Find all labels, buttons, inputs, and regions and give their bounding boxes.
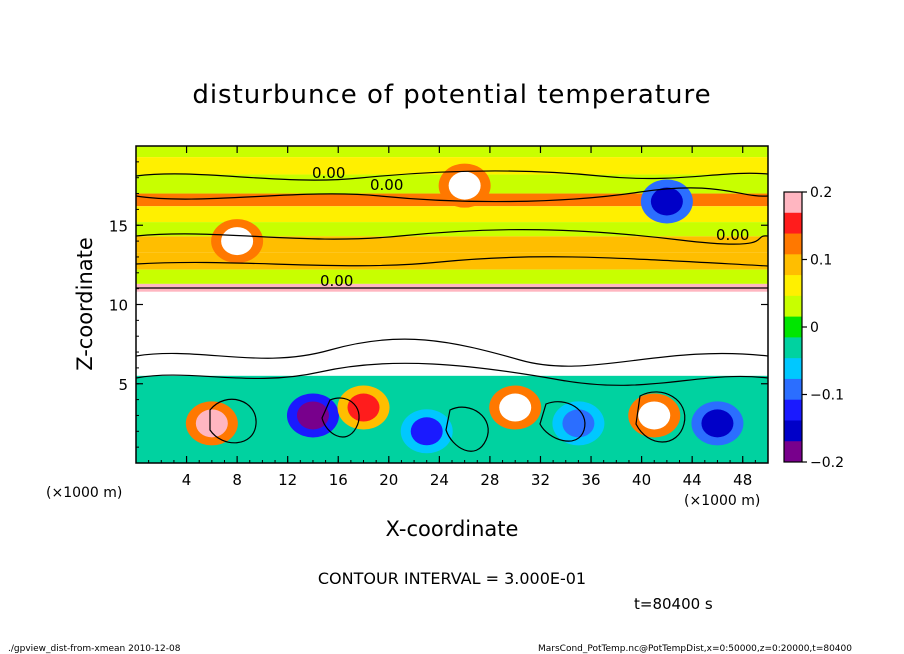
colorbar-tick-label: −0.2 <box>810 455 844 471</box>
contour-line <box>136 170 768 181</box>
x-tick-label: 44 <box>683 471 702 489</box>
x-tick-label: 48 <box>733 471 752 489</box>
plot-area: 0.00 0.00 0.00 0.00 <box>135 145 769 464</box>
contour-line <box>445 406 489 452</box>
colorbar-tick-label: −0.1 <box>810 388 844 404</box>
y-unit-label: (×1000 m) <box>46 485 122 501</box>
colorbar-cell <box>784 192 802 214</box>
heatmap-blob <box>638 401 671 430</box>
colorbar-cell <box>784 441 802 463</box>
x-tick-label: 20 <box>379 471 398 489</box>
contour-line <box>136 187 768 203</box>
colorbar-cell <box>784 399 802 421</box>
heatmap-band <box>136 157 768 175</box>
heatmap-blobs <box>185 163 744 454</box>
x-tick-label: 40 <box>632 471 651 489</box>
contour-labels: 0.00 0.00 0.00 0.00 <box>312 164 749 290</box>
time-text: t=80400 s <box>634 595 713 613</box>
contour-line <box>136 256 768 267</box>
contour-line <box>136 338 768 367</box>
heatmap-blob <box>410 417 443 446</box>
colorbar-tick-label: 0.1 <box>810 253 832 269</box>
y-tick-label: 15 <box>109 217 128 235</box>
x-tick-label: 36 <box>581 471 600 489</box>
heatmap-blob <box>701 409 734 438</box>
contour-line <box>539 401 586 442</box>
heatmap-band <box>136 269 768 284</box>
footer-right: MarsCond_PotTemp.nc@PotTempDist,x=0:5000… <box>538 644 852 654</box>
contour-interval-text: CONTOUR INTERVAL = 3.000E-01 <box>318 569 586 588</box>
colorbar-cell <box>784 254 802 276</box>
y-tick-label: 5 <box>118 376 128 394</box>
contour-label: 0.00 <box>312 164 345 182</box>
heatmap-band <box>136 291 768 313</box>
x-tick-label: 32 <box>531 471 550 489</box>
colorbar-cell <box>784 275 802 297</box>
heatmap-blob <box>650 187 683 216</box>
colorbar-cell <box>784 358 802 380</box>
contour-line <box>209 398 257 444</box>
heatmap-band <box>136 146 768 158</box>
contour-line <box>136 229 768 245</box>
heatmap-band <box>136 206 768 223</box>
footer-left: ./gpview_dist-from-xmean 2010-12-08 <box>8 644 181 654</box>
contour-label: 0.00 <box>370 176 403 194</box>
heatmap-blob <box>221 227 254 256</box>
contour-label: 0.00 <box>716 226 749 244</box>
x-unit-label: (×1000 m) <box>684 493 760 509</box>
heatmap-blob <box>296 401 329 430</box>
colorbar-cell <box>784 295 802 318</box>
colorbar-cells <box>784 192 802 463</box>
x-tick-label: 16 <box>329 471 348 489</box>
x-tick-label: 4 <box>182 471 192 489</box>
x-tick-label: 24 <box>430 471 449 489</box>
heatmap-blob <box>499 393 532 422</box>
colorbar-tick-label: 0 <box>810 320 819 336</box>
colorbar: 0.2 0.1 0 −0.1 −0.2 <box>783 185 844 471</box>
y-axis-label: Z-coordinate <box>73 237 97 371</box>
contour-lines <box>136 170 768 452</box>
heatmap-blob <box>347 393 380 422</box>
heatmap-blob <box>448 171 481 200</box>
heatmap-blob <box>195 409 228 438</box>
colorbar-ticks: 0.2 0.1 0 −0.1 −0.2 <box>802 185 844 471</box>
colorbar-cell <box>784 378 802 401</box>
colorbar-cell <box>784 233 802 255</box>
colorbar-tick-label: 0.2 <box>810 185 832 201</box>
x-axis-label: X-coordinate <box>386 517 519 541</box>
x-tick-label: 28 <box>480 471 499 489</box>
contour-line <box>321 397 360 438</box>
colorbar-cell <box>784 420 802 442</box>
heatmap-band <box>136 236 768 253</box>
x-tick-label: 8 <box>232 471 242 489</box>
colorbar-cell <box>784 316 802 338</box>
chart-title: disturbunce of potential temperature <box>192 80 711 110</box>
y-axis: 5 10 15 <box>109 161 768 448</box>
contour-label: 0.00 <box>320 272 353 290</box>
x-axis: 4 8 12 16 20 24 28 32 36 40 44 48 <box>148 146 756 489</box>
x-tick-label: 12 <box>278 471 297 489</box>
heatmap-blob <box>562 409 595 438</box>
contour-line <box>136 362 768 386</box>
colorbar-cell <box>784 337 802 359</box>
colorbar-cell <box>784 212 802 235</box>
y-tick-label: 10 <box>109 297 128 315</box>
contour-line <box>635 391 686 443</box>
